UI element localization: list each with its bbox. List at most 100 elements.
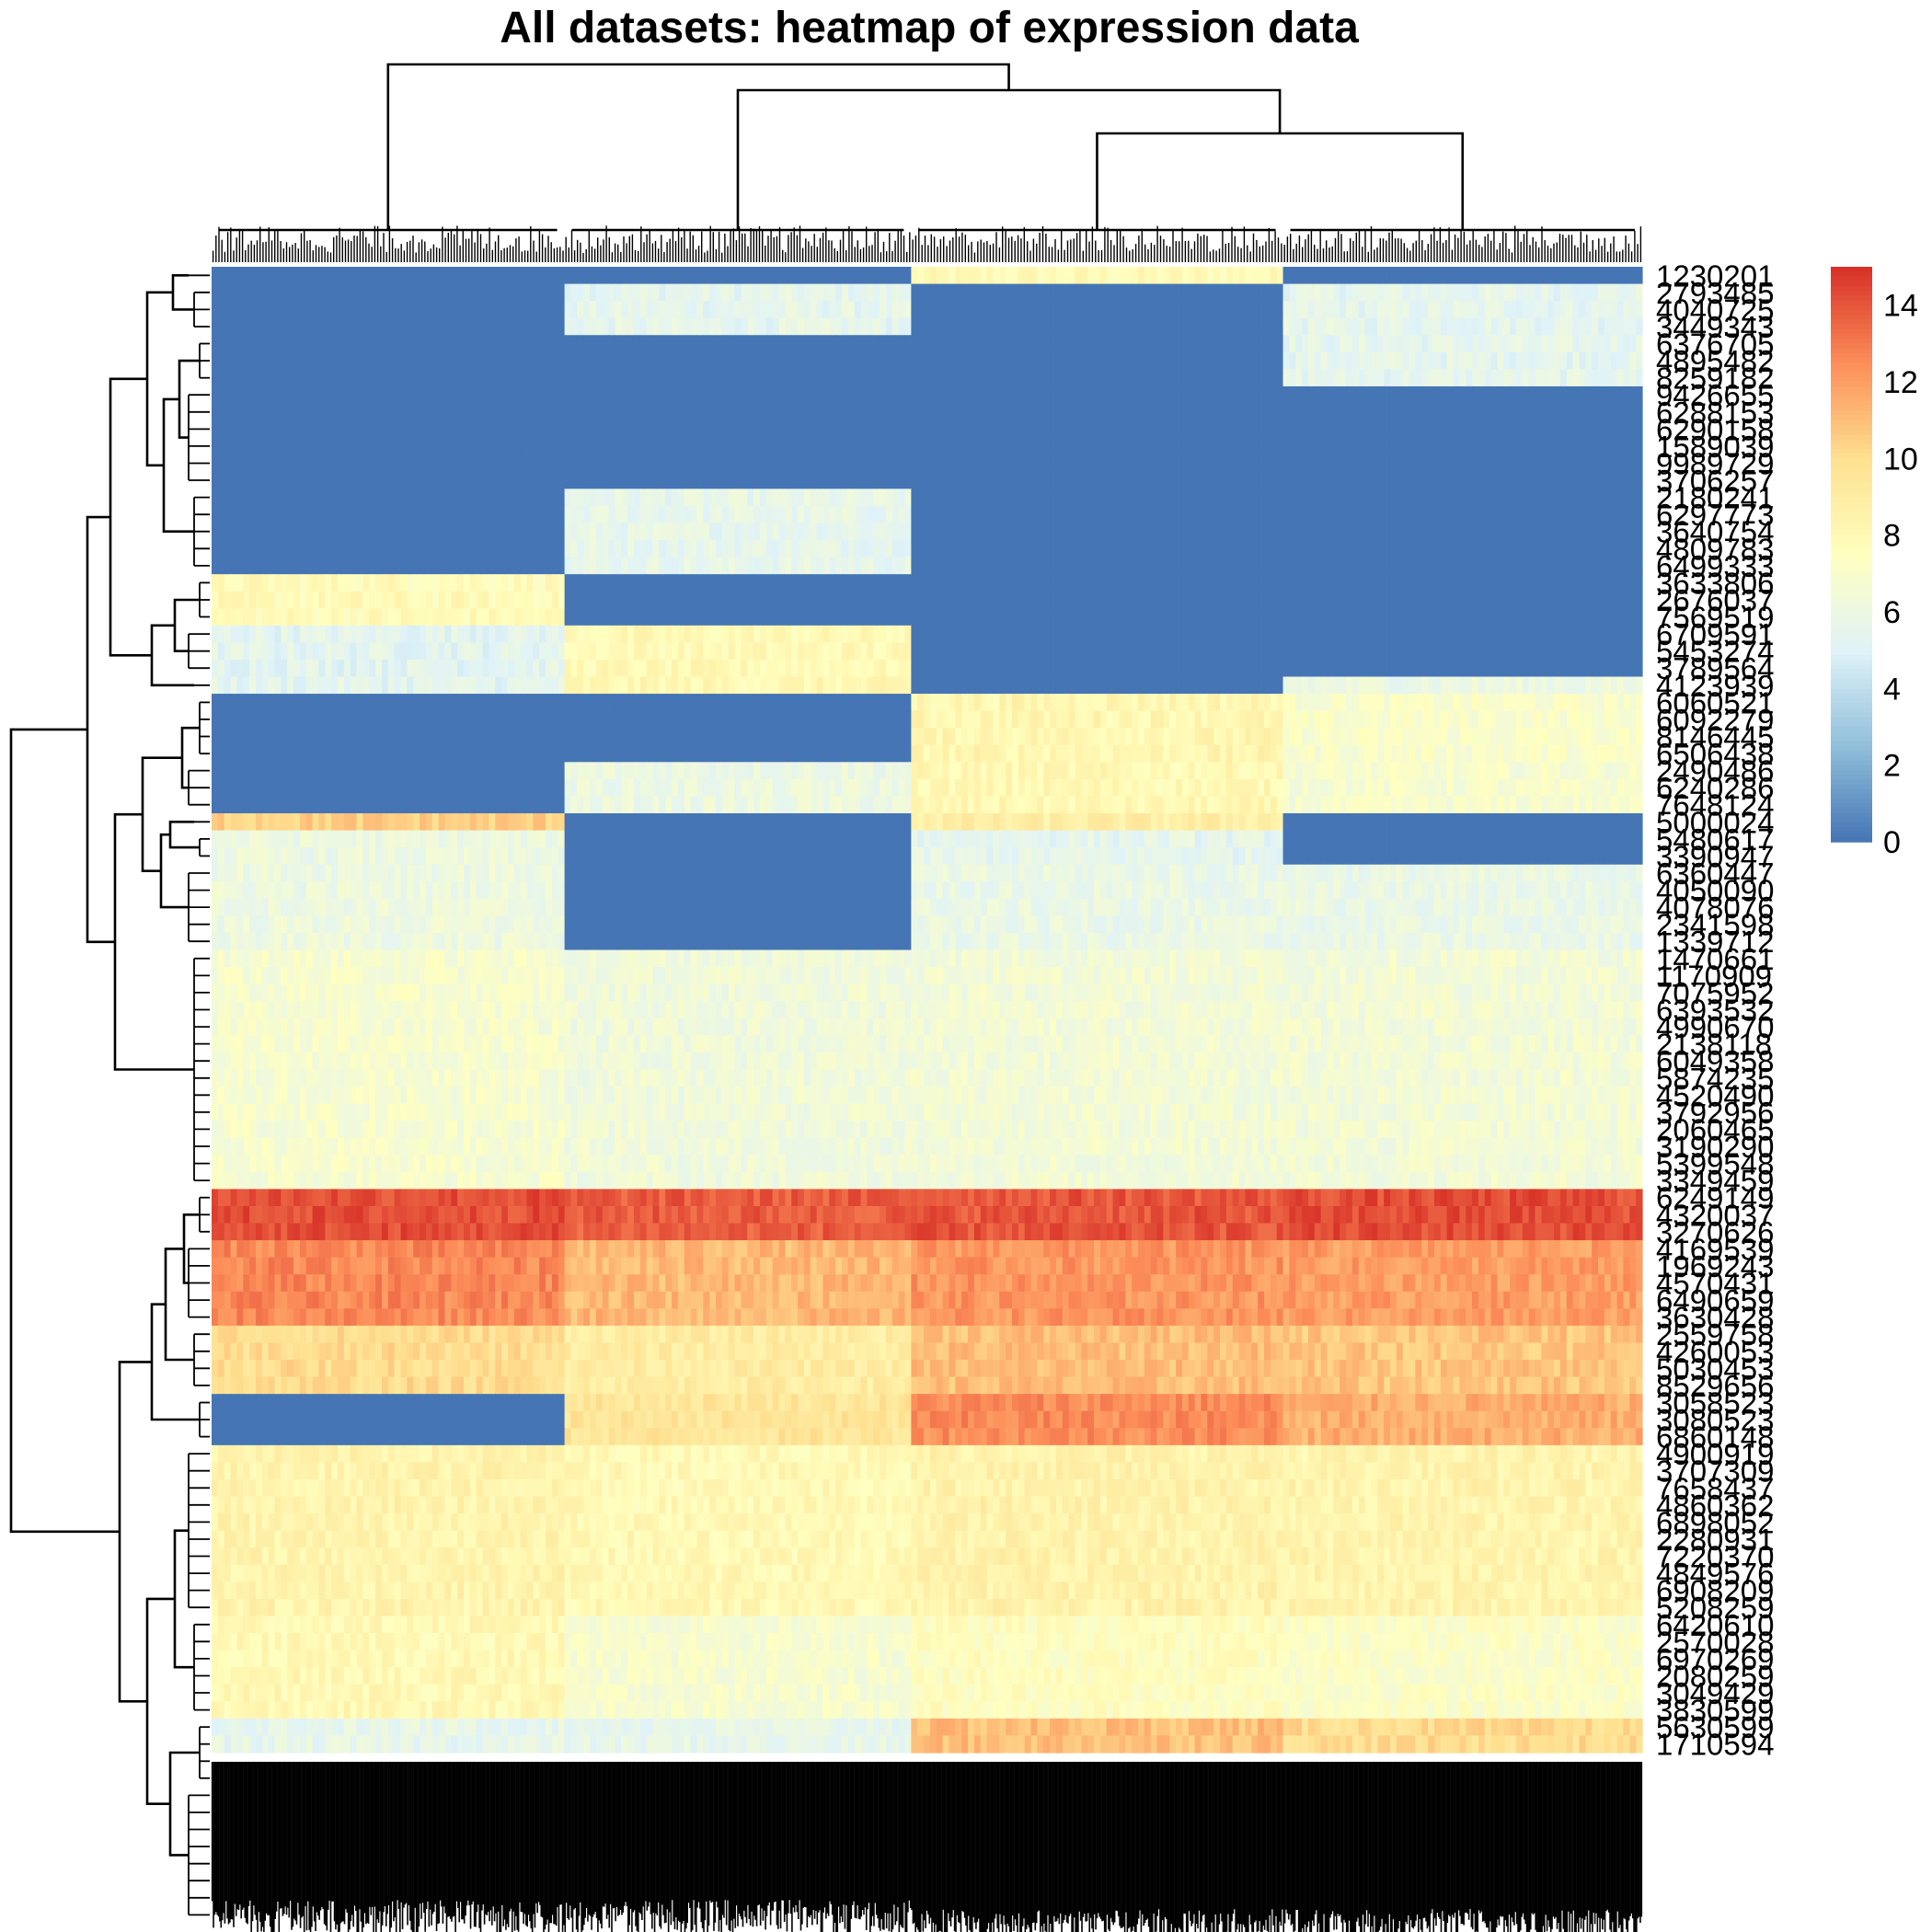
heatmap-cell <box>1503 267 1510 284</box>
heatmap-cell <box>955 454 961 472</box>
heatmap-cell <box>362 301 369 318</box>
heatmap-cell <box>981 301 987 318</box>
heatmap-cell <box>1491 626 1498 643</box>
heatmap-cell <box>804 558 811 575</box>
heatmap-cell <box>1629 574 1636 592</box>
heatmap-cell <box>1421 592 1428 609</box>
heatmap-cell <box>1113 540 1120 558</box>
heatmap-cell <box>1277 592 1283 609</box>
heatmap-cell <box>1251 335 1258 352</box>
heatmap-cell <box>470 489 477 506</box>
heatmap-cell <box>1113 574 1120 592</box>
heatmap-cell <box>747 438 753 455</box>
heatmap-cell <box>665 318 672 336</box>
heatmap-cell <box>269 558 275 575</box>
heatmap-cell <box>495 454 501 472</box>
heatmap-cell <box>426 558 432 575</box>
heatmap-cell <box>603 386 609 404</box>
heatmap-cell <box>1409 523 1416 540</box>
heatmap-cell <box>570 301 577 318</box>
heatmap-cell <box>961 438 968 455</box>
heatmap-cell <box>1547 540 1554 558</box>
heatmap-cell <box>470 404 477 421</box>
heatmap-cell <box>1043 369 1050 386</box>
heatmap-cell <box>811 386 817 404</box>
heatmap-cell <box>470 352 477 370</box>
heatmap-cell <box>1478 454 1485 472</box>
heatmap-cell <box>1025 592 1031 609</box>
heatmap-cell <box>1516 404 1523 421</box>
heatmap-cell <box>287 558 293 575</box>
heatmap-cell <box>855 335 861 352</box>
heatmap-cell <box>1560 369 1567 386</box>
heatmap-cell <box>300 523 306 540</box>
heatmap-cell <box>362 608 369 626</box>
heatmap-cell <box>892 472 899 489</box>
heatmap-cell <box>873 318 880 336</box>
heatmap-cell <box>659 335 665 352</box>
heatmap-cell <box>1308 454 1315 472</box>
heatmap-cell <box>375 489 382 506</box>
heatmap-cell <box>735 284 742 302</box>
heatmap-cell <box>325 420 331 438</box>
heatmap-cell <box>1043 592 1050 609</box>
heatmap-cell <box>640 318 647 336</box>
heatmap-cell <box>1075 472 1081 489</box>
heatmap-cell <box>1283 301 1290 318</box>
heatmap-cell <box>627 558 634 575</box>
heatmap-cell <box>596 608 603 626</box>
heatmap-cell <box>943 386 949 404</box>
heatmap-cell <box>1340 608 1346 626</box>
heatmap-cell <box>729 454 735 472</box>
heatmap-cell <box>1397 626 1403 643</box>
heatmap-cell <box>634 386 640 404</box>
heatmap-cell <box>627 335 634 352</box>
heatmap-cell <box>1560 454 1567 472</box>
heatmap-cell <box>477 558 483 575</box>
heatmap-cell <box>1397 386 1403 404</box>
heatmap-cell <box>1094 284 1100 302</box>
heatmap-cell <box>212 558 218 575</box>
heatmap-cell <box>1592 284 1598 302</box>
heatmap-cell <box>231 592 237 609</box>
heatmap-cell <box>1371 369 1377 386</box>
heatmap-cell <box>987 369 994 386</box>
heatmap-cell <box>231 523 237 540</box>
heatmap-cell <box>444 523 451 540</box>
heatmap-cell <box>999 472 1006 489</box>
heatmap-cell <box>627 523 634 540</box>
heatmap-cell <box>489 404 495 421</box>
heatmap-cell <box>1157 267 1164 284</box>
heatmap-cell <box>395 574 401 592</box>
heatmap-cell <box>293 301 300 318</box>
heatmap-cell <box>1485 386 1491 404</box>
heatmap-cell <box>899 369 905 386</box>
heatmap-cell <box>521 335 527 352</box>
heatmap-cell <box>886 592 892 609</box>
heatmap-cell <box>477 267 483 284</box>
heatmap-cell <box>243 301 249 318</box>
heatmap-cell <box>596 267 603 284</box>
heatmap-cell <box>1119 352 1125 370</box>
heatmap-cell <box>703 301 709 318</box>
heatmap-cell <box>362 284 369 302</box>
heatmap-cell <box>848 335 855 352</box>
heatmap-cell <box>514 335 521 352</box>
heatmap-cell <box>1491 540 1498 558</box>
heatmap-cell <box>300 404 306 421</box>
heatmap-cell <box>1144 420 1151 438</box>
heatmap-cell <box>1333 369 1340 386</box>
heatmap-cell <box>817 267 823 284</box>
heatmap-cell <box>508 608 514 626</box>
heatmap-cell <box>1239 558 1246 575</box>
heatmap-cell <box>1031 558 1038 575</box>
heatmap-cell <box>1189 472 1195 489</box>
heatmap-cell <box>886 438 892 455</box>
heatmap-cell <box>539 574 546 592</box>
heatmap-cell <box>546 284 552 302</box>
heatmap-cell <box>457 284 464 302</box>
heatmap-cell <box>861 540 868 558</box>
heatmap-cell <box>1308 369 1315 386</box>
heatmap-cell <box>1478 420 1485 438</box>
heatmap-cell <box>1397 454 1403 472</box>
